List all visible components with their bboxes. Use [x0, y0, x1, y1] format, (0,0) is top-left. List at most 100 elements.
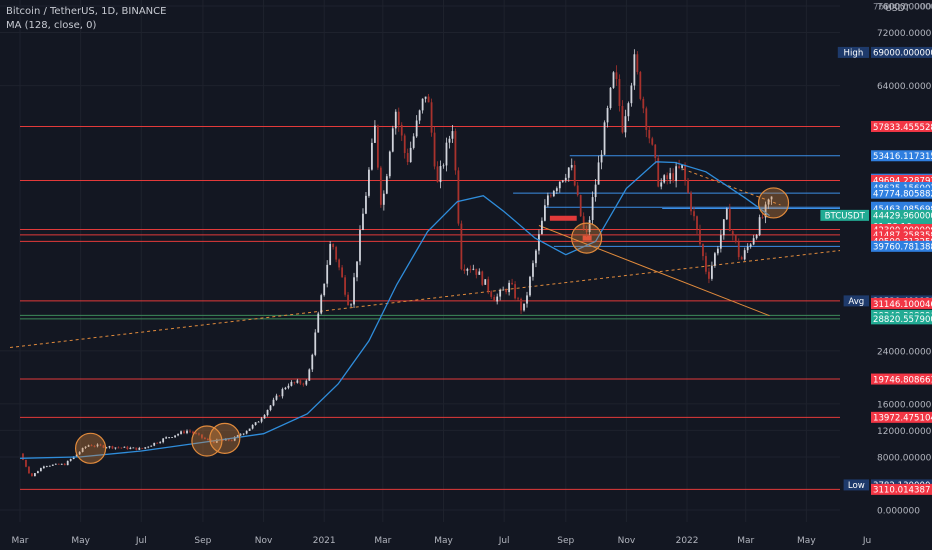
candle-body [63, 463, 66, 466]
candle-body [57, 463, 60, 465]
candle-body [758, 217, 761, 236]
candle-body [51, 464, 54, 466]
price-axis[interactable] [840, 0, 932, 522]
candle-body [618, 78, 621, 106]
candle-body [147, 446, 150, 448]
candle-body [105, 447, 108, 449]
candle-body [338, 259, 341, 268]
candle-body [138, 447, 141, 450]
candle-body [454, 131, 457, 171]
candle-body [201, 434, 203, 438]
candle-body [541, 220, 543, 235]
candle-body [585, 229, 588, 233]
candle-body [269, 405, 272, 410]
candle-body [412, 136, 415, 148]
candle-body [362, 213, 364, 231]
candle-body [233, 437, 236, 441]
y-tick-label: 16000.000000 [877, 400, 932, 410]
candle-body [42, 466, 45, 469]
time-axis[interactable] [0, 522, 932, 550]
candle-body [266, 409, 269, 416]
candle-body [436, 166, 439, 183]
ma-line [19, 161, 770, 459]
price-label-text: 3110.014387 [873, 486, 930, 496]
candle-body [463, 269, 466, 271]
candle-body [558, 181, 561, 189]
candle-body [767, 199, 770, 205]
candle-body [129, 447, 132, 450]
candle-body [755, 235, 758, 239]
symbol-title[interactable]: Bitcoin / TetherUS, 1D, BINANCE [6, 6, 167, 17]
candle-body [490, 291, 493, 297]
price-label-text: 28820.557900 [873, 315, 932, 325]
candle-body [666, 175, 669, 180]
price-tag-box [820, 209, 869, 221]
candle-body [705, 256, 707, 272]
price-label-box [871, 240, 932, 252]
y-tick-label: 0.000000 [877, 507, 920, 517]
candle-body [579, 195, 582, 217]
candle-body [296, 380, 299, 383]
price-tag-text: High [844, 49, 864, 59]
ma-indicator-label[interactable]: MA (128, close, 0) [6, 20, 97, 31]
x-tick-label: Nov [255, 536, 273, 546]
chart-legend: Bitcoin / TetherUS, 1D, BINANCE MA (128,… [6, 5, 166, 33]
highlight-circle [74, 432, 107, 464]
x-tick-label: 2022 [676, 536, 699, 546]
candle-body [645, 108, 648, 130]
candle-body [746, 246, 749, 251]
price-label-text: 49694.228793 [873, 177, 932, 187]
candle-body [639, 71, 642, 99]
price-label-text: 31146.100046 [873, 300, 932, 310]
candle-body [424, 96, 427, 99]
candle-body [591, 197, 594, 221]
candle-body [287, 385, 290, 388]
candle-body [123, 446, 126, 448]
candle-body [183, 431, 185, 434]
candle-body [669, 173, 672, 180]
candle-body [305, 380, 308, 385]
candle-body [394, 111, 397, 129]
candle-body [156, 442, 159, 444]
candle-body [743, 250, 746, 260]
y-tick-label: 76000.000000 [877, 3, 932, 13]
candle-body [532, 263, 534, 277]
candle-body [311, 354, 314, 370]
price-label-text: 47774.805882 [873, 189, 932, 199]
candle-body [675, 166, 678, 182]
candle-body [212, 441, 215, 443]
candle-body [648, 129, 651, 139]
candle-body [215, 439, 218, 443]
candle-body [687, 179, 689, 193]
candle-body [642, 98, 645, 109]
candle-body [728, 208, 731, 232]
candle-body [716, 248, 719, 254]
candle-body [206, 438, 209, 440]
price-label-box [871, 203, 932, 215]
price-label-box [871, 46, 932, 58]
candle-body [597, 162, 600, 185]
x-tick-label: Ju [862, 536, 871, 546]
candle-body [84, 446, 87, 448]
candle-body [332, 244, 335, 248]
candles [22, 49, 773, 477]
price-label-box [871, 411, 932, 423]
candle-body [737, 241, 740, 258]
price-tag-text: Low [848, 481, 865, 491]
candle-body [570, 165, 573, 168]
candle-body [549, 195, 552, 197]
candle-body [353, 277, 355, 305]
candle-body [633, 54, 636, 86]
x-tick-label: Nov [618, 536, 636, 546]
candle-body [359, 230, 361, 262]
candle-body [627, 103, 630, 117]
candle-body [636, 54, 639, 72]
candle-body [663, 175, 666, 183]
candle-body [168, 437, 171, 438]
candle-body [272, 399, 275, 406]
candle-body [606, 108, 609, 123]
candle-body [457, 170, 460, 224]
y-tick-label: 64000.000000 [877, 82, 932, 92]
currency-unit: USDT [885, 4, 910, 14]
